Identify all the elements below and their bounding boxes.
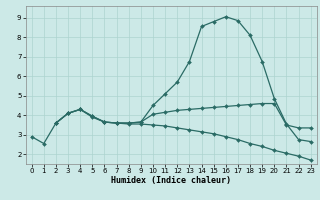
X-axis label: Humidex (Indice chaleur): Humidex (Indice chaleur) (111, 176, 231, 185)
